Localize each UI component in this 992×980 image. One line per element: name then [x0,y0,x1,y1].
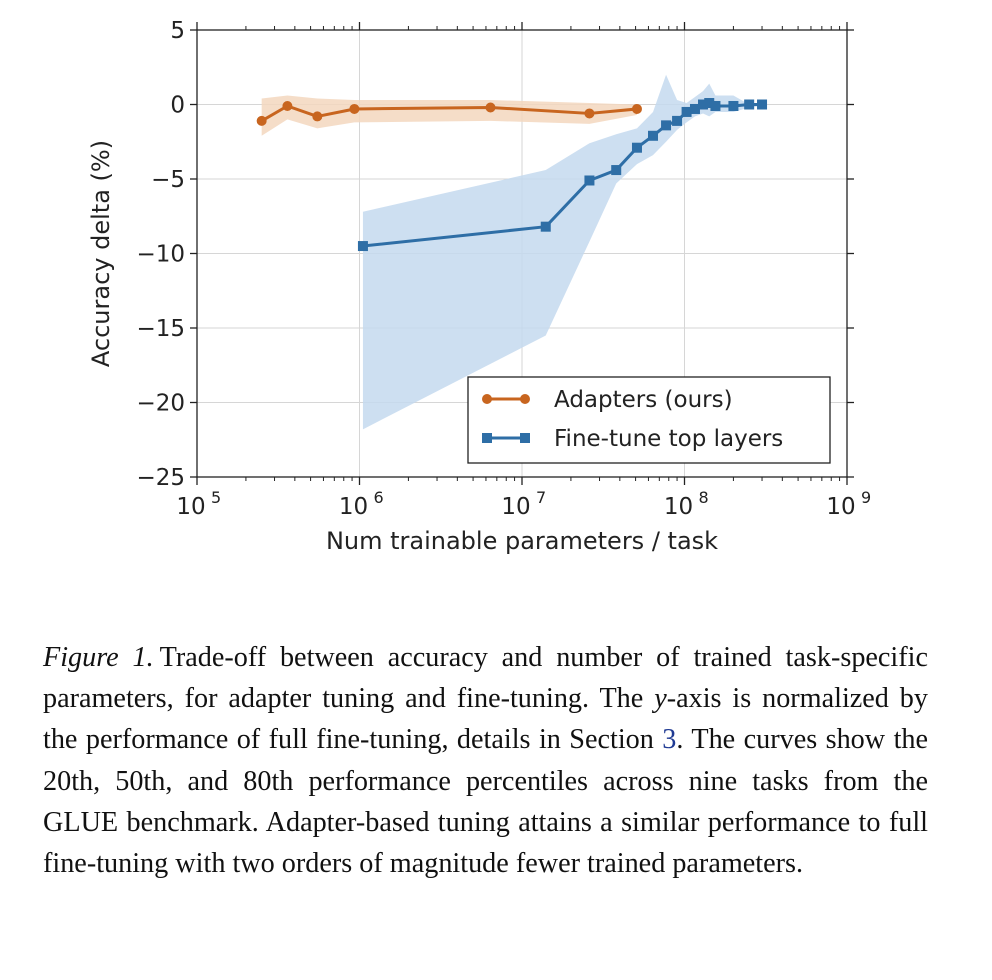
y-tick-label: −25 [136,465,185,491]
x-tick-label: 10 [339,494,368,520]
data-point-1 [744,99,755,110]
x-tick-exponent: 7 [536,488,546,507]
y-tick-label: −15 [136,316,185,342]
x-tick-exponent: 6 [374,488,384,507]
data-point-0 [256,115,267,126]
data-point-0 [312,111,323,122]
data-point-1 [681,106,692,117]
legend-marker-0 [520,394,530,404]
data-point-1 [357,241,368,252]
data-point-0 [282,100,293,111]
legend: Adapters (ours) Fine-tune top layers [467,376,831,464]
data-point-0 [631,103,642,114]
legend-label-1: Fine-tune top layers [554,426,783,452]
series-band-1 [362,74,763,430]
data-point-1 [672,115,683,126]
section-reference-link[interactable]: 3 [662,724,677,756]
y-tick-label: −5 [151,167,185,193]
legend-marker-1 [520,433,530,443]
data-point-1 [611,165,622,176]
x-tick-label: 10 [826,494,855,520]
x-tick-label: 10 [501,494,530,520]
data-point-1 [710,100,721,111]
caption-text-3: . The curves show the 20th, 50th, and 80… [43,724,928,880]
y-tick-label: −20 [136,391,185,417]
data-point-1 [648,130,659,141]
data-point-1 [689,103,700,114]
caption-y-variable: y [654,683,667,715]
y-tick-label: 5 [170,18,185,44]
data-point-1 [584,175,595,186]
x-axis-label: Num trainable parameters / task [326,527,718,555]
data-point-1 [698,99,709,110]
data-point-1 [757,99,768,110]
data-point-1 [631,142,642,153]
x-tick-exponent: 8 [699,488,709,507]
legend-box [467,376,831,464]
data-point-1 [661,120,672,131]
legend-label-0: Adapters (ours) [554,387,733,413]
y-tick-label: 0 [170,93,185,119]
data-point-1 [540,221,551,232]
legend-marker-1 [482,433,492,443]
x-tick-label: 10 [664,494,693,520]
data-point-1 [728,100,739,111]
x-tick-exponent: 9 [861,488,871,507]
figure-label: Figure 1. [43,642,154,673]
data-point-0 [349,103,360,114]
x-tick-label: 10 [176,494,205,520]
y-axis-label: Accuracy delta (%) [87,140,115,367]
x-tick-exponent: 5 [211,488,221,507]
data-point-0 [485,102,496,113]
data-point-0 [584,108,595,119]
caption-text-1: Trade-off between accuracy and number of… [43,642,928,715]
figure-caption: Figure 1. Trade-off between accuracy and … [43,637,928,884]
legend-marker-0 [482,394,492,404]
accuracy-tradeoff-chart: 5 0 −5 −10 −15 −20 −25 10 5 10 6 10 7 10 8 10 9 Num train… [87,18,871,555]
data-point-1 [704,98,715,109]
caption-text-2: -axis is normalized by the performance o… [43,683,928,756]
y-tick-label: −10 [136,242,185,268]
